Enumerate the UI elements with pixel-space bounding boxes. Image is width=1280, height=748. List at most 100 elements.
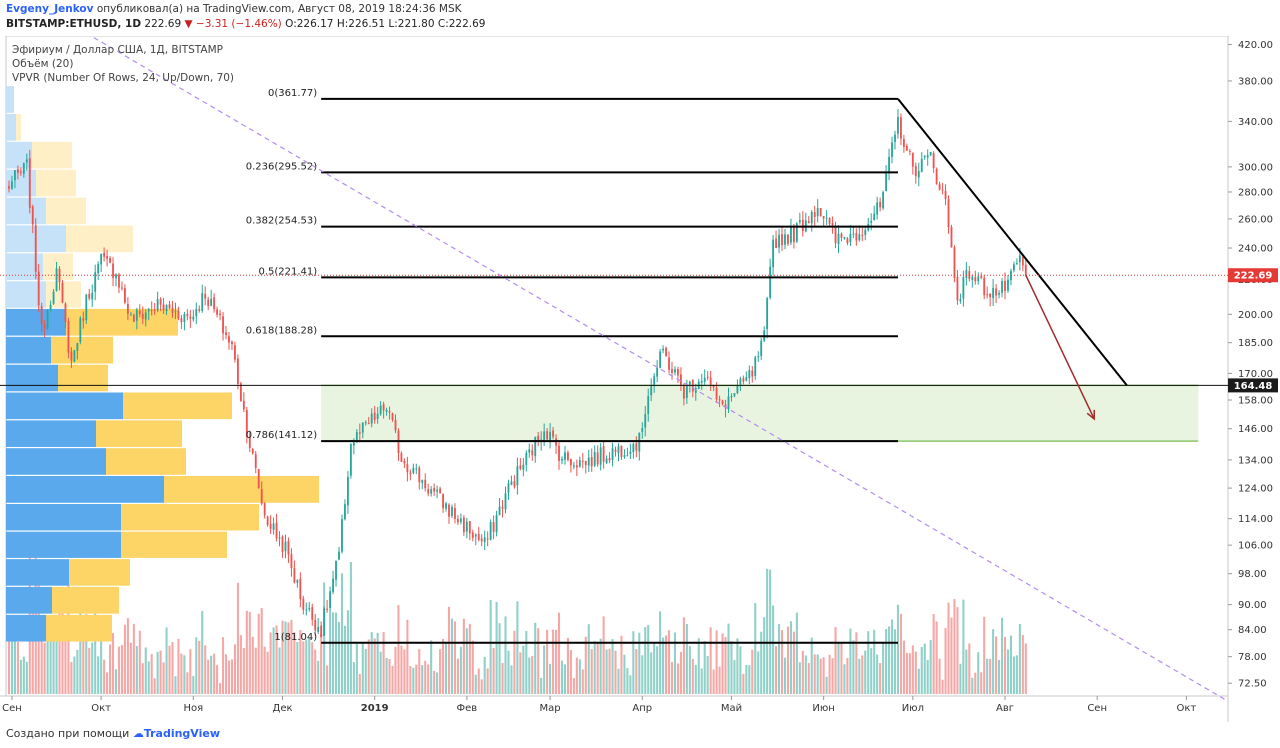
candle	[162, 297, 165, 314]
candle	[165, 304, 168, 316]
candle-body	[623, 455, 626, 457]
fib-level-label: 0.5(221.41)	[258, 266, 317, 277]
candle	[272, 517, 275, 535]
volume-bar	[430, 640, 433, 694]
volume-bar	[599, 638, 602, 694]
candle-body	[534, 436, 537, 456]
volume-bar	[736, 638, 739, 694]
tradingview-brand[interactable]: TradingView	[143, 727, 221, 740]
volume-bar	[676, 663, 679, 694]
candle	[236, 354, 239, 390]
volume-bar	[522, 645, 525, 694]
volume-bar	[641, 655, 644, 694]
price-chart[interactable]: 0(361.77) 0.236(295.52) 0.382(254.53) 0.5(2…	[0, 36, 1280, 722]
candle	[347, 470, 349, 514]
volume-bar	[525, 631, 528, 694]
x-tick-label: Дек	[273, 703, 293, 714]
volume-bar	[834, 627, 837, 694]
candle	[739, 376, 742, 391]
volume-bar	[159, 650, 162, 694]
candle-body	[528, 449, 531, 453]
volume-bar	[1024, 643, 1027, 694]
candle-body	[180, 318, 183, 323]
candle-body	[902, 139, 905, 147]
volume-bar	[376, 633, 379, 694]
fib-level-label: 0.236(295.52)	[246, 161, 318, 172]
volume-bar	[346, 610, 349, 694]
volume-bar	[659, 611, 662, 694]
vpvr-up-bar	[6, 531, 121, 558]
volume-bar	[763, 617, 766, 694]
candle-body	[364, 422, 367, 424]
volume-bar	[409, 666, 412, 694]
volume-legend[interactable]: Объём (20)	[12, 58, 74, 70]
x-tick-label: Апр	[632, 703, 652, 714]
candle	[278, 531, 281, 547]
x-tick-label: Сен	[2, 703, 22, 714]
candle	[772, 235, 775, 276]
volume-bar	[1012, 656, 1015, 694]
volume-bar	[557, 612, 561, 694]
candle-body	[480, 538, 483, 542]
volume-bar	[968, 643, 971, 694]
candle	[177, 306, 180, 321]
candle-body	[647, 396, 650, 414]
candle	[959, 293, 962, 304]
candle	[501, 499, 504, 518]
candle-body	[64, 303, 67, 322]
symbol-legend[interactable]: Эфириум / Доллар США, 1Д, BITSTAMP	[12, 44, 223, 56]
candle	[647, 388, 650, 422]
drawings[interactable]	[0, 36, 1229, 702]
price-axis[interactable]: 72.50 78.00 84.00 90.00 98.00 106.00 114.00 124…	[1228, 40, 1278, 690]
candle-body	[153, 309, 156, 311]
author-link[interactable]: Evgeny_Jenkov	[6, 3, 94, 15]
vpvr-up-bar	[6, 364, 58, 392]
candle	[641, 422, 644, 439]
candle	[483, 530, 486, 551]
volume-bar	[667, 630, 671, 694]
volume-bar	[876, 654, 879, 694]
candle-body	[73, 350, 76, 362]
volume-bar	[284, 621, 287, 694]
candle	[308, 602, 311, 612]
candle	[525, 450, 528, 472]
volume-bar	[10, 636, 13, 694]
vpvr-up-bar	[6, 141, 32, 169]
candle-body	[85, 294, 88, 321]
candle-body	[552, 430, 554, 437]
x-tick-label: Окт	[1176, 703, 1196, 714]
candle	[790, 218, 792, 246]
candle-body	[849, 233, 852, 242]
candle-body	[611, 448, 614, 460]
fib-retracement[interactable]: 0(361.77) 0.236(295.52) 0.382(254.53) 0.5(2…	[246, 88, 898, 644]
volume-bar	[189, 649, 192, 694]
candle-body	[846, 238, 849, 244]
candle	[980, 272, 983, 280]
candle	[983, 274, 986, 300]
volume-bar	[706, 656, 709, 694]
candle	[266, 515, 269, 527]
candle	[965, 262, 968, 286]
candle-body	[448, 504, 450, 517]
candle-body	[807, 221, 810, 223]
fib-level-label: 0(361.77)	[268, 88, 317, 99]
volume-bar	[632, 631, 635, 694]
candle-body	[923, 156, 926, 158]
vpvr-legend[interactable]: VPVR (Number Of Rows, 24, Up/Down, 70)	[12, 72, 235, 84]
volume-bar	[320, 633, 323, 694]
time-axis[interactable]: Сен Окт Ноя Дек 2019 Фев Мар Апр Май Июн Июл Авг Сен…	[2, 696, 1196, 714]
candle	[198, 305, 201, 313]
candle-body	[22, 163, 25, 174]
candle	[775, 230, 777, 249]
volume-bar	[923, 643, 926, 694]
candle	[103, 247, 106, 262]
candle	[210, 289, 213, 307]
candle	[115, 273, 117, 287]
candle	[736, 379, 739, 395]
y-tick-label: 106.00	[1238, 541, 1273, 552]
candle-body	[189, 316, 192, 319]
candle	[549, 423, 552, 449]
candle	[769, 258, 772, 300]
candle-body	[225, 332, 227, 336]
candle-body	[674, 369, 676, 373]
